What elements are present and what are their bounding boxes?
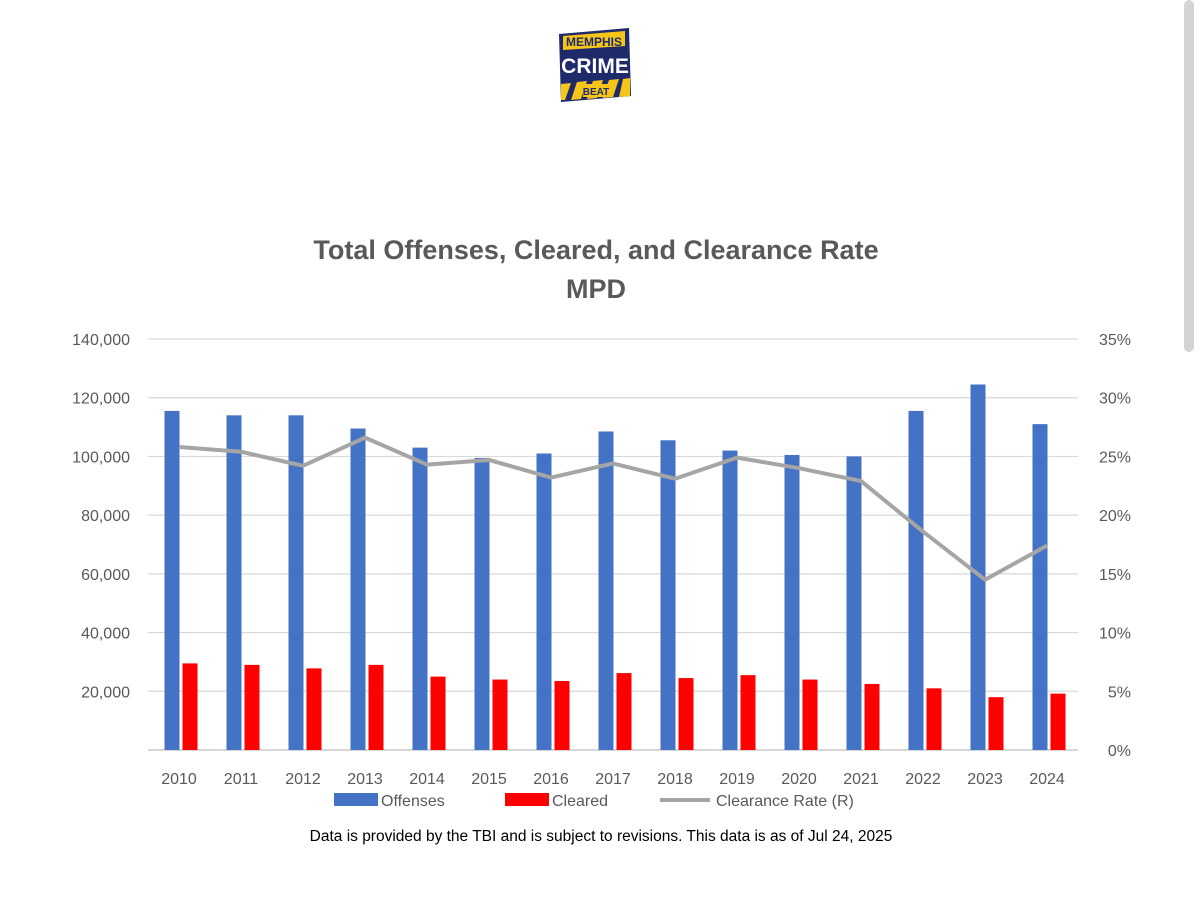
x-tick-label: 2015 xyxy=(471,771,507,788)
bar-cleared xyxy=(244,664,260,750)
x-tick-label: 2018 xyxy=(657,771,693,788)
bar-offenses xyxy=(536,453,552,750)
y-right-tick-label: 5% xyxy=(1108,684,1131,701)
y-right-tick-label: 20% xyxy=(1099,508,1131,525)
bar-cleared xyxy=(492,679,508,750)
bar-offenses xyxy=(288,415,304,750)
bar-offenses xyxy=(164,410,180,750)
legend: Offenses Cleared Clearance Rate (R) xyxy=(334,793,854,810)
y-left-tick-label: 60,000 xyxy=(81,567,130,584)
bar-offenses xyxy=(660,440,676,750)
logo-graphic: MEMPHIS CRIME BEAT xyxy=(559,28,631,102)
x-tick-label: 2013 xyxy=(347,771,383,788)
logo-text-beat: BEAT xyxy=(583,87,609,98)
bar-offenses xyxy=(970,384,986,750)
y-left-tick-label: 20,000 xyxy=(81,684,130,701)
clearance-rate-line xyxy=(178,435,1048,582)
y-right-tick-label: 0% xyxy=(1108,743,1131,760)
bar-cleared xyxy=(554,681,570,750)
y-left-tick-label: 120,000 xyxy=(72,391,130,408)
bar-cleared xyxy=(926,688,942,750)
x-tick-label: 2021 xyxy=(843,771,879,788)
bar-offenses xyxy=(908,410,924,750)
x-tick-label: 2016 xyxy=(533,771,569,788)
x-tick-label: 2023 xyxy=(967,771,1003,788)
bar-offenses xyxy=(722,450,738,750)
x-tick-label: 2012 xyxy=(285,771,321,788)
bar-offenses xyxy=(350,428,366,750)
axis-labels: 20,000 40,000 60,000 80,000 100,000 120,000 14… xyxy=(72,332,1131,788)
bar-cleared xyxy=(1050,693,1066,750)
y-right-tick-label: 15% xyxy=(1099,567,1131,584)
legend-label: Offenses xyxy=(381,793,445,810)
x-tick-label: 2011 xyxy=(224,771,259,788)
bar-offenses xyxy=(226,415,242,750)
bar-cleared xyxy=(616,673,632,750)
bar-cleared xyxy=(678,678,694,750)
x-tick-label: 2017 xyxy=(595,771,631,788)
bar-cleared xyxy=(802,679,818,750)
x-tick-label: 2019 xyxy=(719,771,755,788)
logo-text-memphis: MEMPHIS xyxy=(566,35,622,49)
y-right-tick-label: 30% xyxy=(1099,391,1131,408)
x-tick-label: 2020 xyxy=(781,771,817,788)
scrollbar[interactable] xyxy=(1184,0,1194,352)
bar-offenses xyxy=(474,457,490,750)
bar-offenses xyxy=(598,431,614,750)
logo-text-crime: CRIME xyxy=(561,55,629,78)
y-right-tick-label: 25% xyxy=(1099,449,1131,466)
y-left-tick-label: 140,000 xyxy=(72,332,130,349)
bar-cleared xyxy=(368,664,384,750)
bar-cleared xyxy=(306,668,322,750)
legend-label: Cleared xyxy=(552,793,608,810)
bar-cleared xyxy=(182,663,198,750)
bar-cleared xyxy=(988,697,1004,750)
legend-swatch xyxy=(505,793,549,806)
y-left-tick-label: 100,000 xyxy=(72,449,130,466)
legend-swatch xyxy=(334,793,378,806)
chart-subtitle: MPD xyxy=(566,274,626,304)
memphis-crime-beat-logo: MEMPHIS CRIME BEAT xyxy=(557,28,633,102)
bar-cleared xyxy=(430,676,446,750)
x-tick-label: 2024 xyxy=(1029,771,1065,788)
x-tick-label: 2014 xyxy=(409,771,445,788)
bar-cleared xyxy=(864,683,880,750)
x-tick-label: 2022 xyxy=(905,771,941,788)
y-right-tick-label: 10% xyxy=(1099,626,1131,643)
chart-title: Total Offenses, Cleared, and Clearance R… xyxy=(313,235,879,265)
footnote: Data is provided by the TBI and is subje… xyxy=(309,828,893,845)
bars xyxy=(164,384,1066,750)
y-left-tick-label: 80,000 xyxy=(81,508,130,525)
bar-cleared xyxy=(740,675,756,750)
bar-offenses xyxy=(412,447,428,750)
bar-offenses xyxy=(846,456,862,750)
y-left-tick-label: 40,000 xyxy=(81,626,130,643)
x-tick-label: 2010 xyxy=(161,771,197,788)
legend-label: Clearance Rate (R) xyxy=(716,793,854,810)
bar-offenses xyxy=(784,454,800,750)
bar-offenses xyxy=(1032,424,1048,750)
y-right-tick-label: 35% xyxy=(1099,332,1131,349)
